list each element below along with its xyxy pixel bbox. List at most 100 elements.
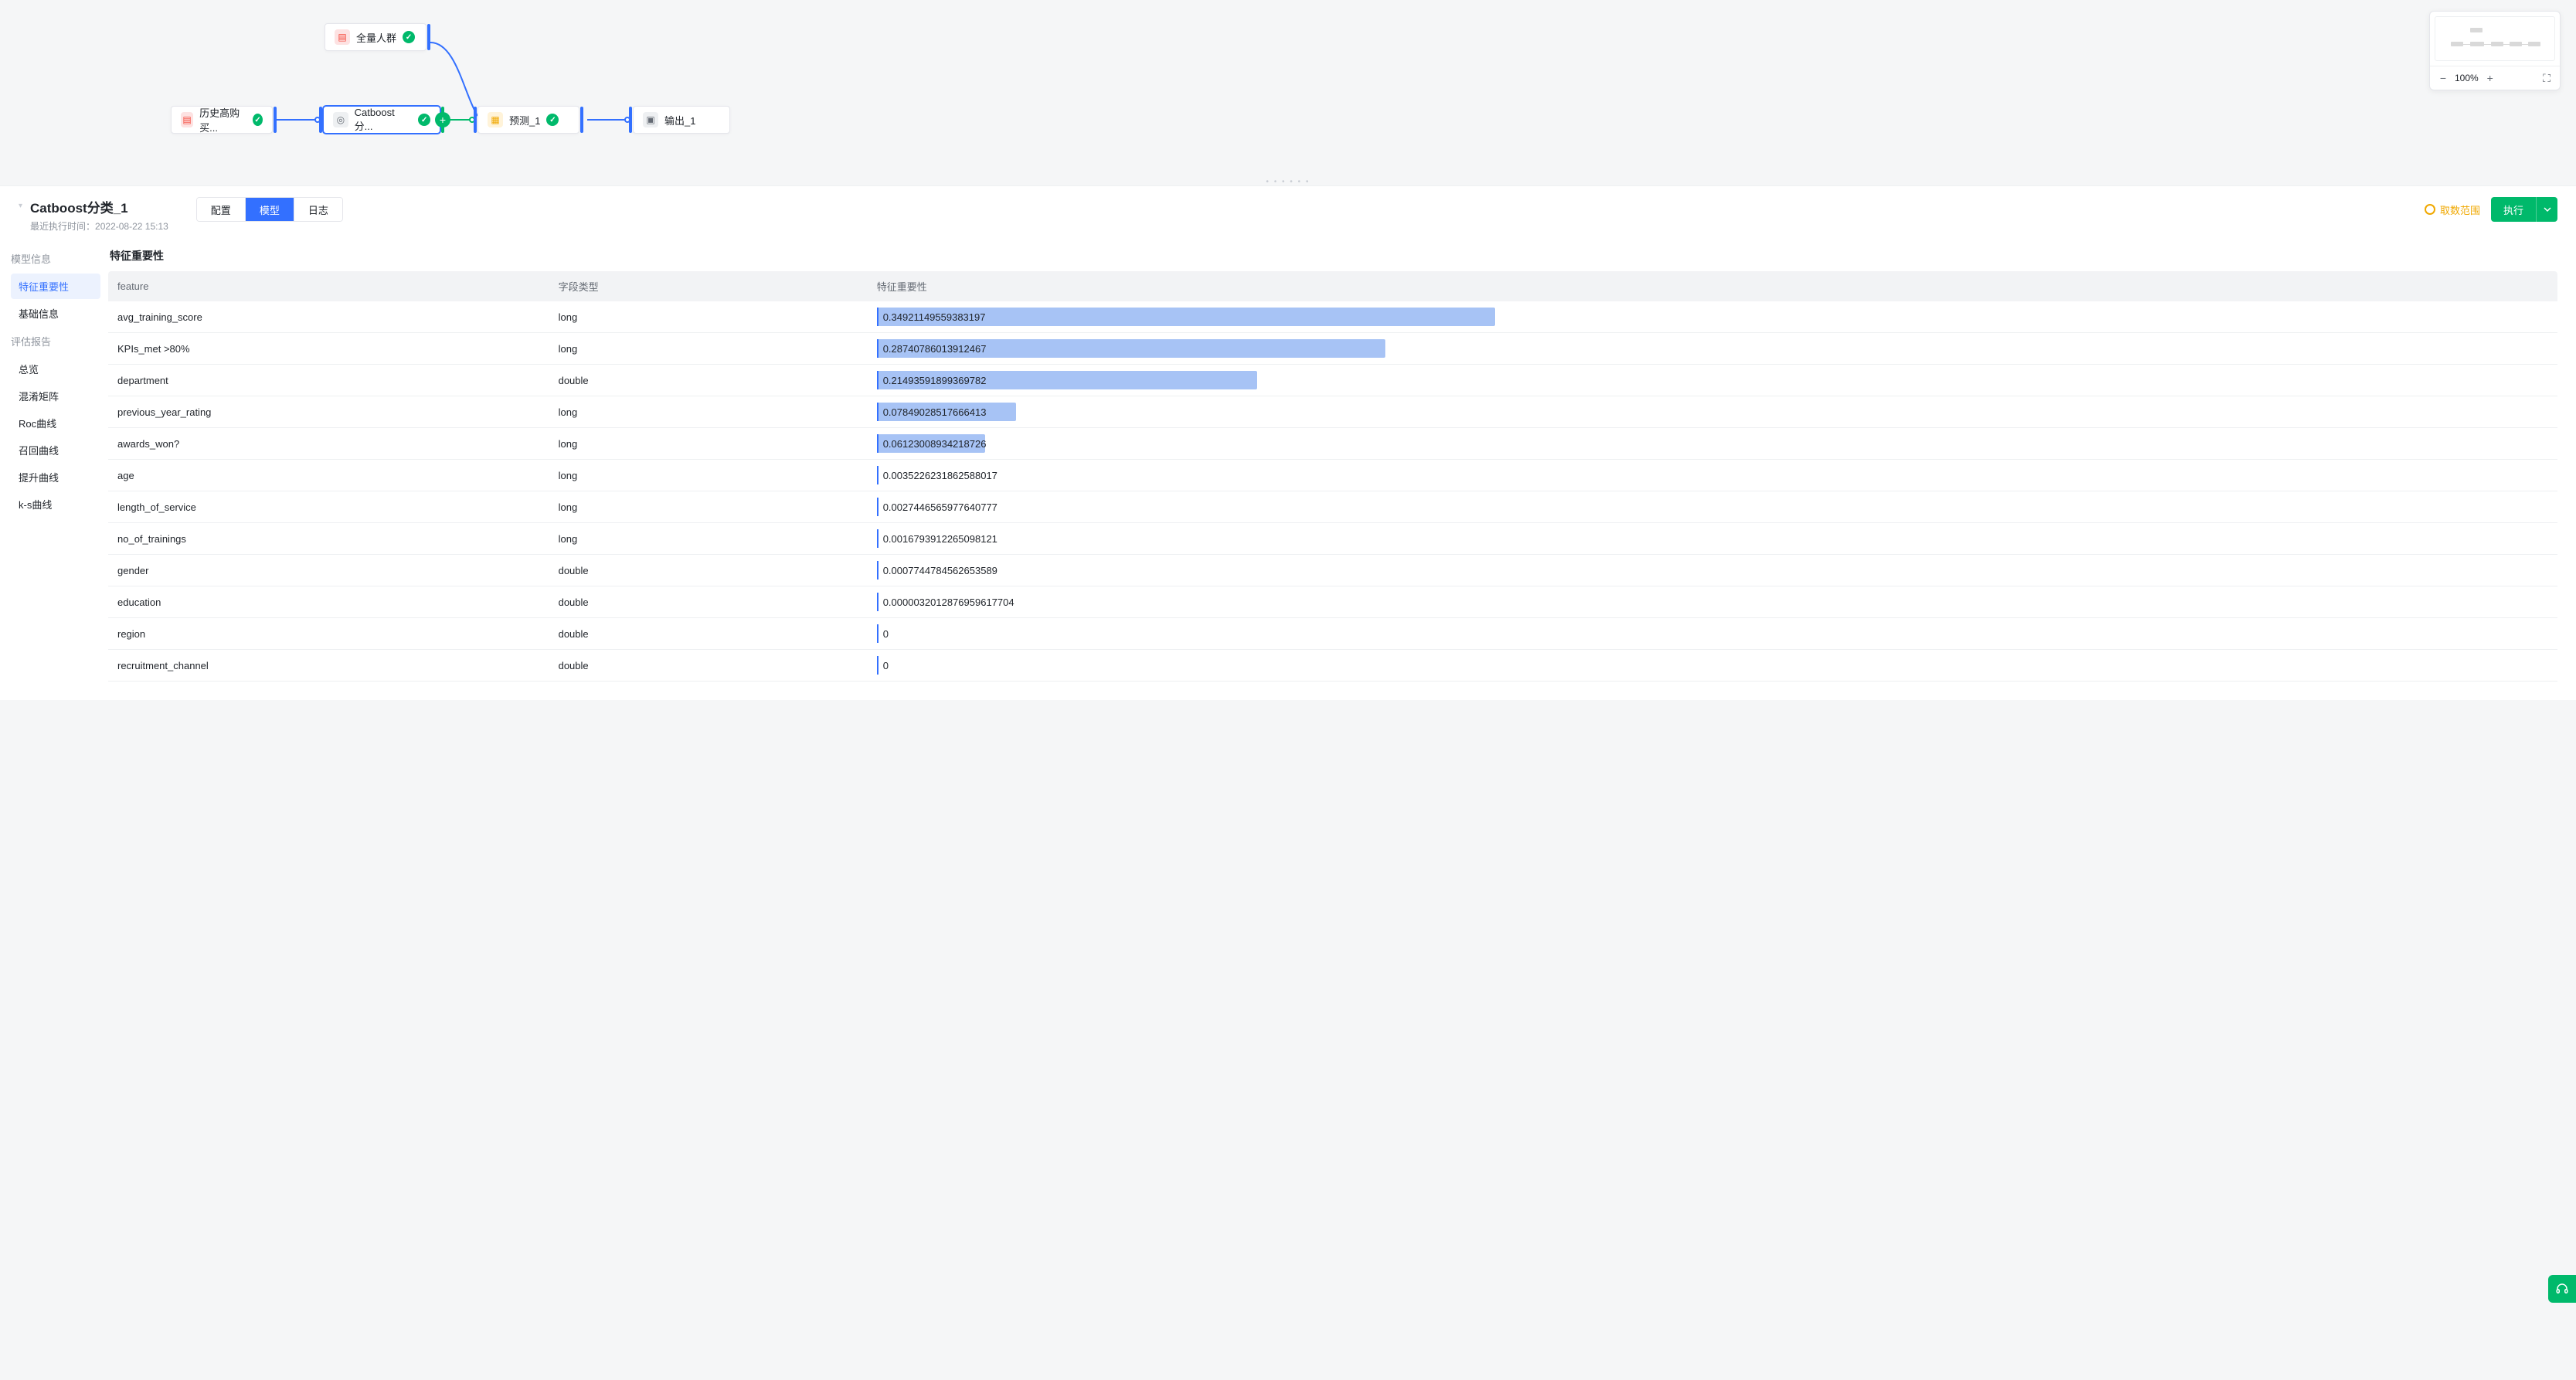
sidenav-ks[interactable]: k-s曲线 <box>11 491 100 517</box>
cell-feature: age <box>108 460 549 491</box>
cell-type: long <box>549 523 868 555</box>
cell-type: double <box>549 555 868 586</box>
run-button-label: 执行 <box>2491 197 2536 222</box>
cell-type: long <box>549 491 868 523</box>
collapse-caret-icon[interactable]: ▾ <box>19 202 22 210</box>
status-ok-icon: ✓ <box>253 114 263 126</box>
zoom-out-icon[interactable]: − <box>2436 71 2450 85</box>
bulb-icon <box>2425 204 2435 215</box>
workflow-canvas[interactable]: ▤ 全量人群 ✓ ▤ 历史高购买... ✓ ◎ Catboost分... ✓ +… <box>0 0 2576 178</box>
node-label: 预测_1 <box>509 113 540 127</box>
cell-type: long <box>549 301 868 333</box>
output-icon: ▣ <box>643 112 658 127</box>
model-icon: ◎ <box>333 112 348 127</box>
cell-type: double <box>549 650 868 682</box>
cell-importance: 0.0007744784562653589 <box>868 555 2557 586</box>
sampling-range-hint[interactable]: 取数范围 <box>2425 202 2480 217</box>
node-label: 全量人群 <box>356 30 396 45</box>
col-header-feature: feature <box>108 271 549 301</box>
table-row: no_of_trainingslong0.0016793912265098121 <box>108 523 2557 555</box>
sidenav-roc[interactable]: Roc曲线 <box>11 410 100 436</box>
sidenav-lift[interactable]: 提升曲线 <box>11 464 100 490</box>
panel-header: ▾ Catboost分类_1 最近执行时间：2022-08-22 15:13 配… <box>0 186 2576 240</box>
cell-importance: 0 <box>868 618 2557 650</box>
sidenav-confusion[interactable]: 混淆矩阵 <box>11 383 100 409</box>
cell-feature: department <box>108 365 549 396</box>
cell-type: long <box>549 428 868 460</box>
node-source-history[interactable]: ▤ 历史高购买... ✓ <box>171 106 273 134</box>
drag-dots-icon: • • • • • • <box>1266 178 1310 186</box>
tab-log[interactable]: 日志 <box>294 198 342 221</box>
cell-importance: 0 <box>868 650 2557 682</box>
cell-importance: 0.34921149559383197 <box>868 301 2557 333</box>
cell-importance: 0.0027446565977640777 <box>868 491 2557 523</box>
feature-importance-table: feature 字段类型 特征重要性 avg_training_scorelon… <box>108 271 2557 682</box>
tab-config[interactable]: 配置 <box>197 198 246 221</box>
cell-importance: 0.07849028517666413 <box>868 396 2557 428</box>
table-row: departmentdouble0.21493591899369782 <box>108 365 2557 396</box>
table-row: agelong0.0035226231862588017 <box>108 460 2557 491</box>
col-header-importance: 特征重要性 <box>868 271 2557 301</box>
dataset-icon: ▤ <box>181 112 193 127</box>
sidenav-group-model: 模型信息 <box>11 245 100 272</box>
cell-type: double <box>549 586 868 618</box>
cell-feature: length_of_service <box>108 491 549 523</box>
sidenav-overview[interactable]: 总览 <box>11 356 100 382</box>
panel-tabs: 配置 模型 日志 <box>196 197 343 222</box>
cell-feature: region <box>108 618 549 650</box>
predict-icon: ▦ <box>488 112 503 127</box>
detail-panel: ▾ Catboost分类_1 最近执行时间：2022-08-22 15:13 配… <box>0 185 2576 700</box>
fit-screen-icon[interactable]: ⛶ <box>2540 71 2554 85</box>
sidenav-basic-info[interactable]: 基础信息 <box>11 301 100 326</box>
table-row: educationdouble0.0000032012876959617704 <box>108 586 2557 618</box>
table-row: recruitment_channeldouble0 <box>108 650 2557 682</box>
dataset-icon: ▤ <box>335 29 350 45</box>
zoom-in-icon[interactable]: + <box>2483 71 2497 85</box>
cell-feature: gender <box>108 555 549 586</box>
status-ok-icon: ✓ <box>403 31 415 43</box>
cell-type: long <box>549 396 868 428</box>
node-label: 输出_1 <box>664 113 695 127</box>
minimap[interactable]: − 100% + ⛶ <box>2429 11 2561 90</box>
cell-feature: no_of_trainings <box>108 523 549 555</box>
cell-feature: awards_won? <box>108 428 549 460</box>
table-row: length_of_servicelong0.00274465659776407… <box>108 491 2557 523</box>
cell-feature: avg_training_score <box>108 301 549 333</box>
run-button[interactable]: 执行 <box>2491 197 2557 222</box>
table-row: avg_training_scorelong0.3492114955938319… <box>108 301 2557 333</box>
cell-importance: 0.0035226231862588017 <box>868 460 2557 491</box>
node-predict[interactable]: ▦ 预测_1 ✓ <box>477 106 579 134</box>
zoom-level: 100% <box>2455 73 2479 83</box>
cell-type: long <box>549 460 868 491</box>
status-ok-icon: ✓ <box>546 114 559 126</box>
cell-type: long <box>549 333 868 365</box>
cell-type: double <box>549 618 868 650</box>
cell-feature: KPIs_met >80% <box>108 333 549 365</box>
model-sidenav: 模型信息 特征重要性 基础信息 评估报告 总览 混淆矩阵 Roc曲线 召回曲线 … <box>0 240 100 700</box>
support-fab[interactable] <box>2548 1275 2576 1303</box>
cell-importance: 0.0016793912265098121 <box>868 523 2557 555</box>
node-source-all[interactable]: ▤ 全量人群 ✓ <box>325 23 427 51</box>
node-output[interactable]: ▣ 输出_1 <box>633 106 730 134</box>
table-row: awards_won?long0.06123008934218726 <box>108 428 2557 460</box>
cell-feature: previous_year_rating <box>108 396 549 428</box>
add-output-icon[interactable]: + <box>435 112 450 127</box>
minimap-view <box>2430 12 2560 66</box>
cell-feature: recruitment_channel <box>108 650 549 682</box>
range-hint-label: 取数范围 <box>2440 202 2480 217</box>
tab-model[interactable]: 模型 <box>246 198 294 221</box>
run-dropdown-icon[interactable] <box>2536 197 2557 222</box>
sidenav-recall[interactable]: 召回曲线 <box>11 437 100 463</box>
node-catboost[interactable]: ◎ Catboost分... ✓ + <box>323 106 440 134</box>
col-header-type: 字段类型 <box>549 271 868 301</box>
table-row: regiondouble0 <box>108 618 2557 650</box>
table-row: genderdouble0.0007744784562653589 <box>108 555 2557 586</box>
sidenav-feature-importance[interactable]: 特征重要性 <box>11 274 100 299</box>
cell-importance: 0.0000032012876959617704 <box>868 586 2557 618</box>
status-ok-icon: ✓ <box>418 114 430 126</box>
cell-importance: 0.06123008934218726 <box>868 428 2557 460</box>
node-label: Catboost分... <box>355 107 413 133</box>
panel-resize-handle[interactable]: • • • • • • <box>0 178 2576 185</box>
node-label: 历史高购买... <box>199 105 246 134</box>
cell-type: double <box>549 365 868 396</box>
